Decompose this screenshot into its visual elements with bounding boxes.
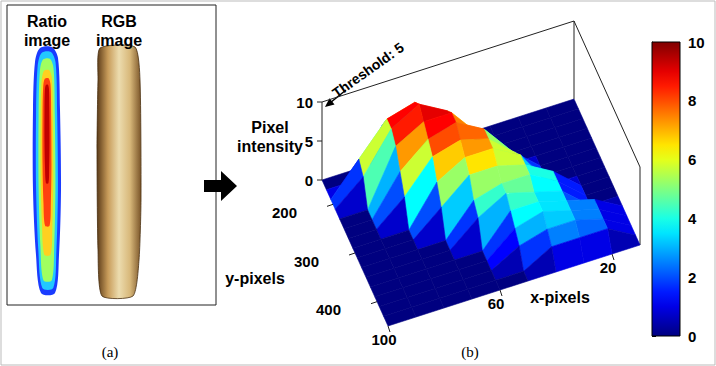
svg-text:300: 300 (294, 253, 319, 270)
svg-text:4: 4 (688, 210, 697, 227)
svg-text:image: image (24, 32, 70, 49)
svg-text:image: image (96, 32, 142, 49)
svg-text:20: 20 (600, 259, 617, 276)
svg-text:y-pixels: y-pixels (225, 270, 285, 287)
svg-text:100: 100 (371, 331, 396, 348)
svg-text:0: 0 (688, 328, 696, 345)
svg-text:200: 200 (272, 204, 297, 221)
svg-text:8: 8 (688, 92, 696, 109)
svg-text:60: 60 (488, 295, 505, 312)
svg-text:Threshold: 5: Threshold: 5 (329, 39, 407, 101)
svg-text:intensity: intensity (237, 138, 303, 155)
svg-text:5: 5 (305, 133, 313, 150)
svg-text:Ratio: Ratio (27, 13, 67, 30)
svg-text:2: 2 (688, 269, 696, 286)
svg-text:0: 0 (305, 172, 313, 189)
svg-text:10: 10 (688, 34, 705, 51)
svg-text:(a): (a) (102, 344, 119, 361)
svg-text:RGB: RGB (101, 13, 137, 30)
svg-text:x-pixels: x-pixels (530, 289, 590, 306)
svg-text:6: 6 (688, 151, 696, 168)
svg-text:Pixel: Pixel (251, 119, 288, 136)
svg-text:(b): (b) (461, 344, 479, 361)
svg-text:400: 400 (316, 301, 341, 318)
svg-text:10: 10 (296, 94, 313, 111)
